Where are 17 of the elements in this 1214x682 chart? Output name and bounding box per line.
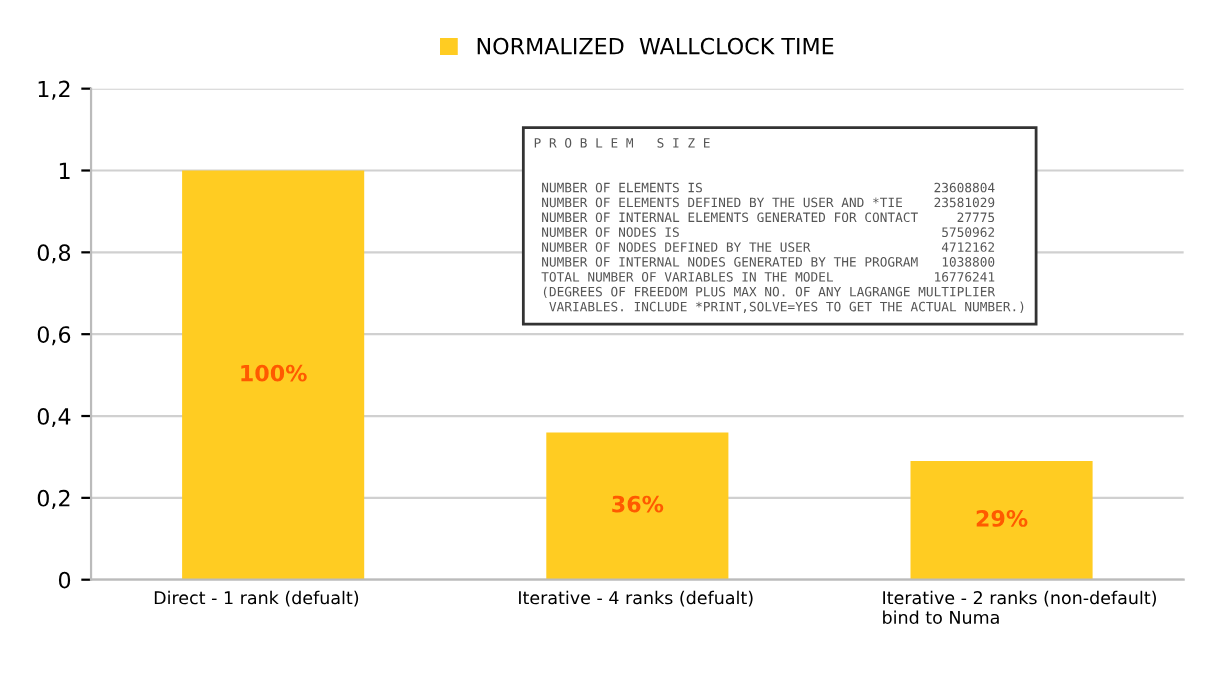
bar <box>546 432 729 580</box>
legend-label: NORMALIZED WALLCLOCK TIME <box>477 37 834 55</box>
bar <box>910 461 1093 580</box>
y-tick-label: 0 <box>58 571 71 589</box>
data-label: 29% <box>976 510 1028 527</box>
y-tick-label: 0,8 <box>37 244 71 264</box>
data-label: 100% <box>241 364 307 382</box>
x-tick-label: Direct - 1 rank (defualt) <box>154 590 359 607</box>
bar <box>182 170 365 580</box>
data-label: 36% <box>612 495 664 513</box>
y-tick-label: 0,2 <box>37 489 70 509</box>
x-tick-label: Iterative - 2 ranks (non-default) bind to Numa <box>883 590 1156 624</box>
y-tick-label: 0,6 <box>37 326 71 346</box>
y-tick-label: 1 <box>59 162 70 179</box>
y-tick-label: 1,2 <box>38 80 70 100</box>
x-tick-label: Iterative - 4 ranks (defualt) <box>519 590 753 607</box>
y-tick-label: 0,4 <box>37 407 71 428</box>
